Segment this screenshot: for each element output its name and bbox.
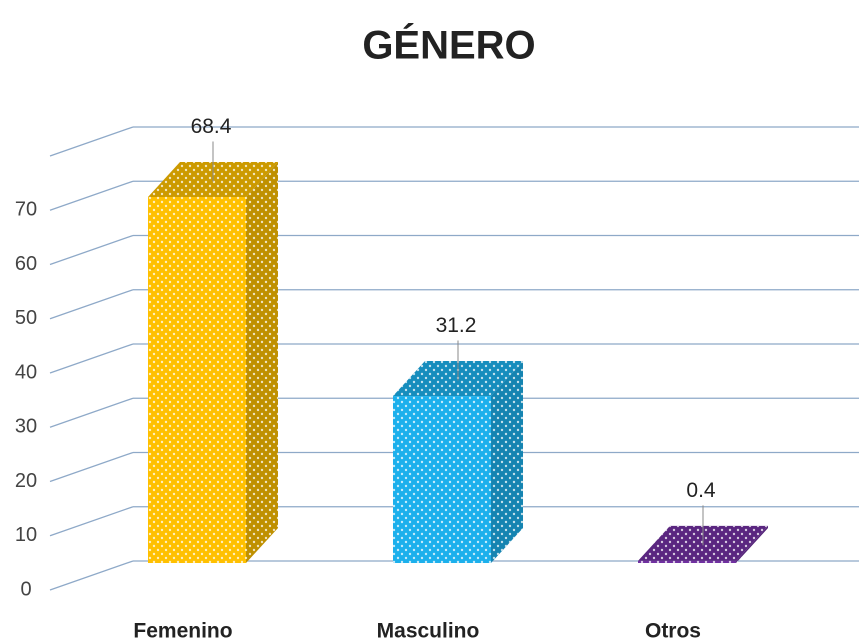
y-tick-label: 60 xyxy=(15,253,37,275)
bar-face xyxy=(736,525,768,563)
value-label: 0.4 xyxy=(686,479,716,502)
chart-title: GÉNERO xyxy=(362,23,535,68)
y-tick-label: 10 xyxy=(15,524,37,546)
y-tick-label: 20 xyxy=(15,470,37,492)
grid-line xyxy=(49,560,134,591)
grid-line xyxy=(49,289,134,320)
grid-line xyxy=(49,180,134,211)
grid-line xyxy=(49,126,134,157)
bar-face xyxy=(148,197,246,563)
bar-face xyxy=(638,560,736,563)
grid-line xyxy=(49,343,134,374)
y-tick-label: 40 xyxy=(15,361,37,383)
x-tick-label: Masculino xyxy=(377,620,480,643)
x-tick-label: Femenino xyxy=(133,620,232,643)
bar xyxy=(148,162,278,563)
value-label: 31.2 xyxy=(436,314,477,337)
y-tick-label: 70 xyxy=(15,199,37,221)
y-tick-label: 30 xyxy=(15,416,37,438)
bar-face xyxy=(393,396,491,563)
y-tick-label: 0 xyxy=(20,578,31,600)
value-label: 68.4 xyxy=(191,115,232,138)
grid-line xyxy=(49,397,134,428)
bar xyxy=(393,361,523,563)
y-tick-label: 50 xyxy=(15,307,37,329)
bar-face xyxy=(491,361,523,563)
grid-line xyxy=(49,234,134,266)
grid-line xyxy=(49,506,134,537)
grid-line xyxy=(49,451,134,483)
bar-face xyxy=(246,162,278,563)
x-tick-label: Otros xyxy=(645,620,701,643)
